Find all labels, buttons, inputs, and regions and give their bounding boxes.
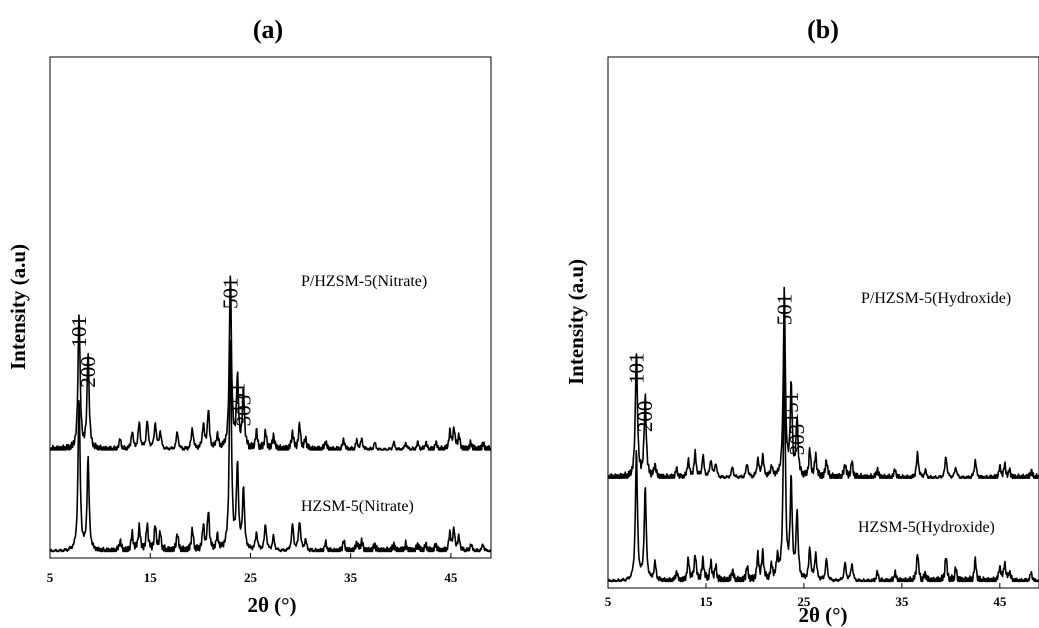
x-tick-label: 35: [895, 594, 909, 609]
panel-b-series-label-bottom: HZSM-5(Hydroxide): [858, 519, 995, 536]
peak-label-101: 101: [624, 353, 648, 385]
x-tick-label: 15: [699, 594, 713, 609]
series-line-bottom: [607, 347, 1039, 583]
peak-label-303: 303: [231, 395, 255, 427]
x-tick-label: 45: [993, 594, 1007, 609]
panel-b-y-axis-title: Intensity (a.u): [564, 259, 588, 385]
panel-a-series-label-bottom: HZSM-5(Nitrate): [301, 498, 414, 515]
x-tick-label: 25: [797, 594, 811, 609]
panel-a-x-ticks: 5 15 25 35 45: [47, 553, 458, 585]
peak-label-151: 151: [225, 383, 249, 415]
panel-b-x-axis-title: 2θ (°): [798, 603, 847, 627]
panel-a-traces: [49, 275, 492, 553]
peak-label-151: 151: [779, 392, 803, 424]
peak-label-200: 200: [633, 401, 657, 433]
panel-b-title: (b): [807, 15, 839, 44]
x-tick-label: 5: [605, 594, 612, 609]
panel-a-plot-frame: [49, 56, 492, 559]
x-tick-label: 35: [344, 570, 358, 585]
series-line-bottom: [49, 339, 492, 553]
x-tick-label: 25: [244, 570, 258, 585]
panel-a-y-axis-title: Intensity (a.u): [6, 244, 30, 370]
panel-a-title: (a): [253, 15, 283, 44]
panel-b-series-label-top: P/HZSM-5(Hydroxide): [861, 290, 1011, 307]
panel-a-series-label-top: P/HZSM-5(Nitrate): [301, 273, 427, 290]
panel-a-x-axis-title: 2θ (°): [247, 593, 296, 617]
panel-b-traces: [607, 286, 1039, 583]
peak-label-200: 200: [76, 356, 100, 388]
peak-label-501: 501: [218, 278, 242, 310]
x-tick-label: 5: [47, 570, 54, 585]
x-tick-label: 45: [444, 570, 458, 585]
x-tick-label: 15: [144, 570, 158, 585]
peak-label-101: 101: [67, 316, 91, 348]
peak-label-303: 303: [785, 424, 809, 456]
panel-b-x-ticks: 5 15 25 35 45: [605, 583, 1007, 609]
series-line-top: [49, 275, 492, 451]
series-line-top: [607, 286, 1039, 479]
peak-label-501: 501: [772, 294, 796, 326]
panel-b-plot-frame: [607, 56, 1039, 589]
